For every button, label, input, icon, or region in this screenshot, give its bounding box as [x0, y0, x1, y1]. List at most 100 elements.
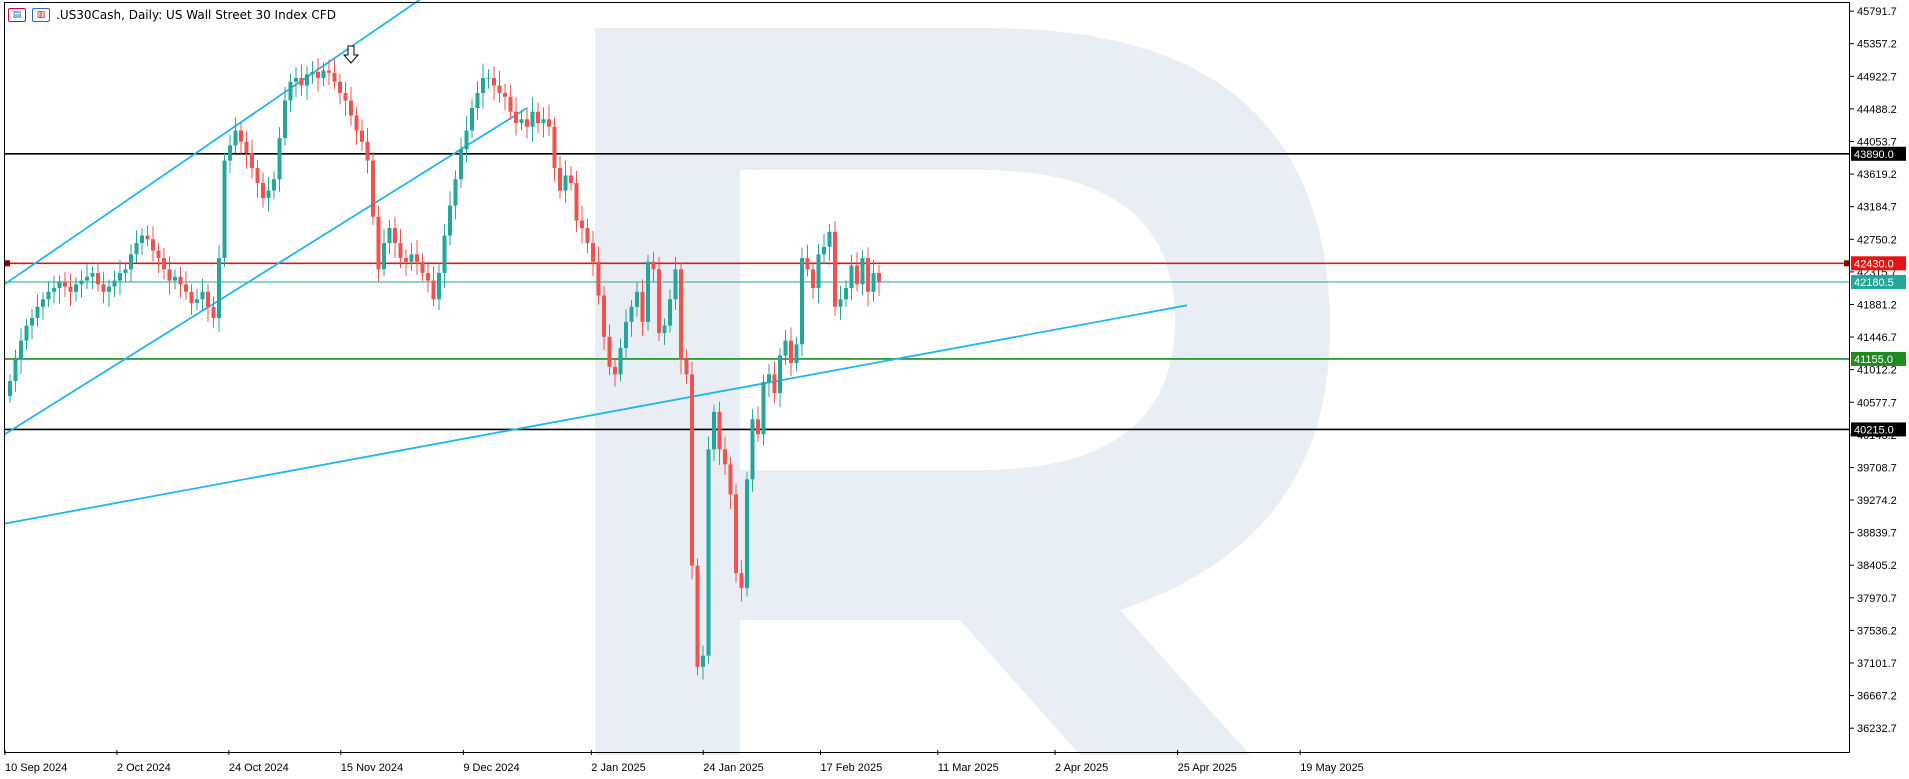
- level-label-bg-support: [1851, 351, 1906, 366]
- candle-body: [547, 119, 551, 127]
- candle-body: [459, 149, 463, 180]
- time-tick-label: 11 Mar 2025: [938, 762, 999, 774]
- candle-body: [486, 78, 491, 80]
- candle-body: [794, 344, 799, 364]
- time-tick-label: 24 Oct 2024: [229, 762, 289, 774]
- candle-body: [448, 205, 452, 236]
- candle-body: [129, 254, 133, 270]
- candle-body: [19, 340, 23, 360]
- candle-body: [470, 108, 474, 131]
- candle-body: [811, 269, 815, 289]
- time-axis[interactable]: 10 Sep 2024 2 Oct 2024 24 Oct 2024 15 Nov 2…: [4, 750, 1364, 774]
- candle-body: [134, 243, 139, 255]
- candle-body: [679, 269, 683, 360]
- bar-chart-icon[interactable]: ▤: [8, 8, 26, 22]
- candle-body: [530, 111, 535, 127]
- horizontal-levels[interactable]: [4, 152, 1850, 431]
- candle-body: [596, 261, 601, 296]
- candle-body: [783, 340, 788, 356]
- candle-body: [822, 246, 826, 255]
- time-tick-label: 25 Apr 2025: [1178, 762, 1237, 774]
- candle-body: [591, 243, 595, 262]
- time-tick-label: 9 Dec 2024: [463, 762, 519, 774]
- candle-body: [382, 243, 386, 270]
- candle-body: [261, 183, 265, 199]
- down-arrow-icon: [342, 45, 360, 64]
- candle-body: [629, 306, 634, 322]
- candle-body: [156, 250, 161, 259]
- time-tick-label: 17 Feb 2025: [820, 762, 882, 774]
- price-tick-label: 41446.7: [1857, 332, 1897, 344]
- candle-body: [789, 340, 793, 364]
- candle-body: [316, 72, 320, 79]
- price-axis[interactable]: 45791.7 45357.2 44922.7 44488.2 44053.7 43619…: [1849, 6, 1897, 735]
- chart-header: ▤ ▥ .US30Cash, Daily: US Wall Street 30 …: [8, 6, 336, 24]
- candle-body: [123, 269, 128, 274]
- candle-body: [552, 126, 557, 169]
- price-tick-label: 45791.7: [1857, 6, 1897, 18]
- candle-body: [756, 419, 760, 435]
- candle-body: [239, 130, 243, 142]
- level-label-support: 41155.0: [1854, 354, 1893, 366]
- candle-body: [162, 258, 166, 270]
- price-tick-label: 36667.2: [1857, 691, 1897, 703]
- level-label-resistance-upper: 43890.0: [1854, 149, 1894, 161]
- candle-body: [200, 291, 205, 300]
- candle-body: [635, 291, 639, 307]
- price-tick-label: 41012.2: [1857, 365, 1897, 377]
- candle-body: [101, 284, 106, 292]
- candle-body: [519, 119, 524, 124]
- candle-body: [662, 325, 667, 334]
- price-tick-label: 44488.2: [1857, 104, 1897, 116]
- candle-body: [558, 168, 562, 191]
- candle-body: [833, 231, 837, 307]
- time-tick-label: 2 Jan 2025: [591, 762, 645, 774]
- indicator-icon[interactable]: ▥: [32, 8, 50, 22]
- candle-body: [233, 130, 238, 146]
- symbol-title: .US30Cash, Daily: US Wall Street 30 Inde…: [56, 8, 336, 22]
- candle-body: [90, 273, 95, 277]
- candle-body: [668, 299, 672, 326]
- candle-body: [420, 261, 425, 274]
- level-anchor-right: [1844, 260, 1850, 267]
- candle-body: [85, 276, 89, 281]
- trendlines[interactable]: [3, 0, 1188, 525]
- candle-body: [299, 78, 304, 86]
- candle-body: [866, 258, 870, 292]
- candle-body: [849, 265, 854, 289]
- time-tick-label: 15 Nov 2024: [341, 762, 403, 774]
- candle-body: [684, 359, 689, 375]
- candle-body: [79, 280, 84, 285]
- candle-body: [393, 228, 397, 244]
- candle-body: [442, 235, 447, 274]
- candle-body: [63, 282, 67, 287]
- candle-body: [332, 72, 337, 82]
- candle-body: [283, 100, 287, 139]
- candle-body: [508, 96, 513, 112]
- candle-body: [8, 381, 12, 397]
- candle-body: [206, 291, 210, 307]
- candle-body: [173, 276, 177, 281]
- candle-body: [761, 381, 766, 435]
- trendline-channel-upper: [3, 0, 421, 286]
- candle-body: [354, 115, 359, 131]
- candle-body: [585, 228, 590, 244]
- candle-body: [525, 119, 529, 127]
- level-label-bg-resistance-upper: [1851, 146, 1906, 161]
- candle-body: [602, 295, 606, 337]
- candle-body: [712, 411, 716, 450]
- candle-body: [327, 70, 331, 73]
- candle-body: [503, 93, 507, 97]
- candle-body: [112, 280, 117, 287]
- price-tick-label: 42750.2: [1857, 234, 1897, 246]
- time-tick-label: 10 Sep 2024: [5, 762, 67, 774]
- candle-body: [46, 291, 51, 300]
- candle-body: [778, 355, 782, 394]
- candle-body: [805, 258, 810, 270]
- candle-body: [838, 299, 843, 307]
- price-tick-label: 44922.7: [1857, 71, 1897, 83]
- candle-body: [723, 449, 727, 465]
- level-label-support-lower: 40215.0: [1854, 424, 1894, 436]
- price-tick-label: 44053.7: [1857, 137, 1897, 149]
